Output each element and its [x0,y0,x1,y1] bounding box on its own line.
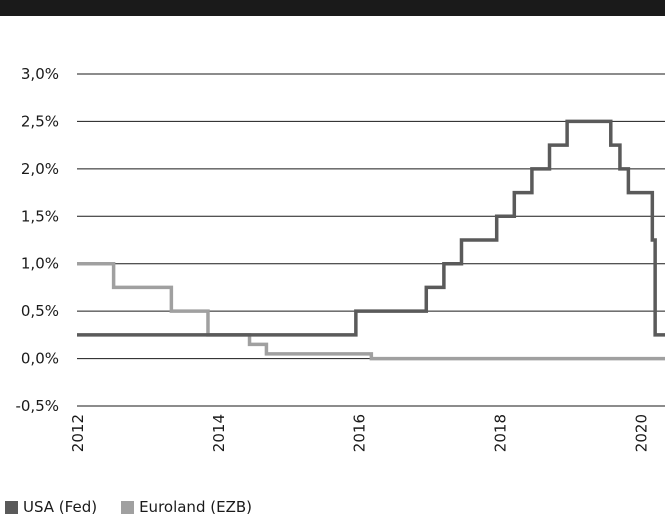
legend: USA (Fed) Euroland (EZB) [5,497,276,517]
header-bar [0,0,665,16]
y-tick-label: 3,0% [21,65,59,83]
y-tick-label: 1,0% [21,255,59,273]
x-tick-label: 2016 [351,414,369,452]
x-tick-labels: 2012 2014 2016 2018 2020 [69,414,650,452]
x-tick-label: 2014 [210,414,228,452]
legend-item-euroland: Euroland (EZB) [121,498,252,516]
y-tick-label: 0,0% [21,350,59,368]
legend-label-usa: USA (Fed) [23,498,98,516]
legend-item-usa: USA (Fed) [5,498,97,516]
legend-label-euroland: Euroland (EZB) [139,498,252,516]
x-tick-label: 2012 [69,414,87,452]
y-tick-label: 2,0% [21,160,59,178]
x-tick-label: 2020 [632,414,650,452]
y-tick-labels: -0,5% 0,0% 0,5% 1,0% 1,5% 2,0% 2,5% 3,0% [15,65,59,415]
series-line-usa [77,119,665,337]
y-tick-label: -0,5% [15,397,59,415]
y-tick-label: 1,5% [21,207,59,225]
step-line-chart: -0,5%0,0%0,5%1,0%1,5%2,0%2,5%3,0% 2012 20… [15,65,665,452]
x-tick-label: 2018 [492,414,510,452]
series-lines [77,119,665,361]
legend-swatch-usa [5,500,18,514]
legend-swatch-euroland [121,500,135,514]
y-tick-label: 2,5% [21,112,59,130]
y-tick-label: 0,5% [21,302,59,320]
